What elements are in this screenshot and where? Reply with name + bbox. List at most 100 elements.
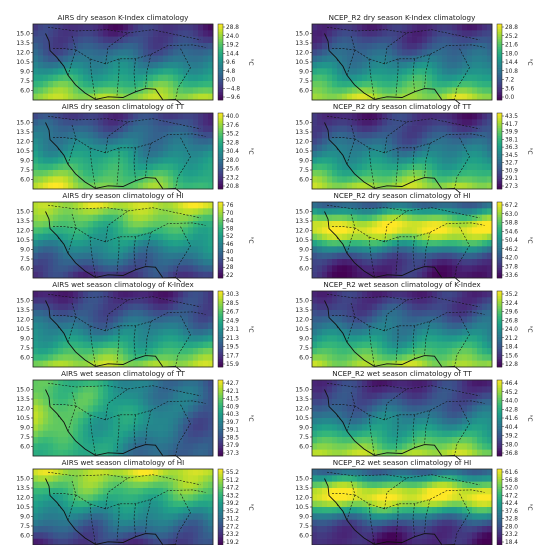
heatmap-cell [58,411,64,419]
heatmap-cell [43,233,49,241]
heatmap-cell [417,240,423,247]
heatmap-cell [467,437,473,444]
heatmap-cell [138,291,144,298]
colorbar-step [218,229,223,233]
heatmap-cell [367,202,373,209]
heatmap-cell [392,252,398,260]
heatmap-cell [168,329,174,336]
heatmap-cell [457,74,463,82]
heatmap-cell [347,151,353,158]
heatmap-cell [417,265,423,272]
heatmap-cell [133,392,139,400]
heatmap-cell [317,259,323,266]
heatmap-cell [173,176,179,183]
heatmap-cell [487,386,493,393]
heatmap-cell [33,55,39,63]
heatmap-cell [93,163,99,171]
heatmap-cell [173,354,179,361]
heatmap-cell [397,303,403,311]
heatmap-cell [317,214,323,222]
heatmap-cell [332,252,338,260]
heatmap-cell [43,144,49,152]
heatmap-cell [93,233,99,241]
heatmap-cell [198,138,204,145]
heatmap-cell [382,348,388,355]
heatmap-cell [53,125,59,133]
heatmap-cell [442,81,448,88]
heatmap-cell [168,221,174,228]
heatmap-cell [193,449,199,457]
heatmap-cell [203,335,209,342]
heatmap-cell [392,151,398,158]
heatmap-cell [417,144,423,152]
heatmap-cell [133,246,139,253]
y-tick-label: 13.5 [295,218,309,225]
colorbar-tick-label: 21.6 [505,43,518,49]
heatmap-cell [88,24,94,31]
heatmap-cell [153,119,159,126]
heatmap-cell [78,316,84,323]
heatmap-cell [397,246,403,253]
heatmap-cell [347,316,353,323]
heatmap-cell [432,74,438,82]
heatmap-cell [352,30,358,37]
heatmap-cell [63,144,69,152]
heatmap-cell [138,449,144,457]
heatmap-cell [362,259,368,266]
heatmap-cell [98,341,104,349]
colorbar-step [218,242,223,246]
heatmap-cell [447,43,453,50]
heatmap-cell [178,297,184,304]
heatmap-cell [337,227,343,234]
colorbar-step [218,186,223,190]
heatmap-cell [377,341,383,349]
colorbar-tick-label: 32.4 [505,301,518,307]
heatmap-cell [178,265,184,272]
heatmap-cell [337,24,343,31]
heatmap-cell [93,265,99,272]
heatmap-cell [138,49,144,56]
colorbar-tick-label: 37.3 [226,451,239,457]
heatmap-cell [113,36,119,44]
heatmap-cell [153,310,159,317]
heatmap-cell [332,348,338,355]
heatmap-cell [163,144,169,152]
colorbar-step [218,118,223,121]
heatmap-cell [43,354,49,361]
heatmap-cell [442,87,448,94]
heatmap-cell [477,24,483,31]
heatmap-cell [347,157,353,164]
heatmap-cell [168,354,174,361]
heatmap-cell [118,43,124,50]
panel-title: AIRS wet season climatology of K-Index [52,280,194,289]
heatmap-cell [33,354,39,361]
heatmap-cell [73,424,79,431]
heatmap-cell [352,62,358,69]
heatmap-cell [183,221,189,228]
colorbar-step [218,303,223,307]
heatmap-cell [63,30,69,37]
heatmap-cell [457,329,463,336]
heatmap-cell [43,43,49,50]
heatmap-cell [98,424,104,431]
heatmap-cell [208,380,214,387]
heatmap-cell [487,265,493,272]
heatmap-cell [462,62,468,69]
heatmap-cell [78,157,84,164]
heatmap-cell [482,297,488,304]
heatmap-cell [352,163,358,171]
colorbar-step [218,173,223,177]
heatmap-cell [48,386,54,393]
heatmap-cell [113,316,119,323]
heatmap-cell [58,151,64,158]
heatmap-cell [138,233,144,241]
heatmap-cell [447,322,453,330]
heatmap-cell [467,424,473,431]
heatmap-cell [123,208,129,215]
heatmap-cell [447,392,453,400]
heatmap-cell [407,176,413,183]
heatmap-cell [168,132,174,139]
heatmap-cell [402,360,408,368]
heatmap-cell [48,43,54,50]
heatmap-cell [457,157,463,164]
